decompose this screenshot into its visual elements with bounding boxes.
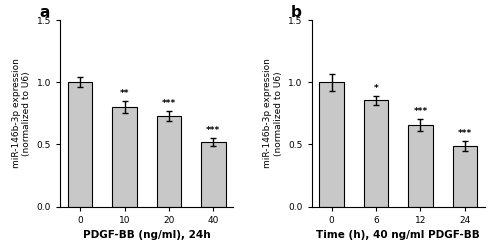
Text: *: * <box>374 84 378 93</box>
Bar <box>320 82 344 207</box>
Text: ***: *** <box>458 129 472 138</box>
Text: ***: *** <box>414 107 428 116</box>
Y-axis label: miR-146b-3p expression
(normalized to U6): miR-146b-3p expression (normalized to U6… <box>12 58 31 168</box>
Text: ***: *** <box>162 99 176 108</box>
Text: a: a <box>39 5 50 20</box>
Bar <box>364 100 388 207</box>
Bar <box>68 82 92 207</box>
Bar <box>112 107 136 207</box>
Text: b: b <box>290 5 302 20</box>
Text: ***: *** <box>206 126 220 135</box>
Bar <box>408 125 432 207</box>
Bar <box>156 116 181 207</box>
X-axis label: Time (h), 40 ng/ml PDGF-BB: Time (h), 40 ng/ml PDGF-BB <box>316 230 480 240</box>
Bar <box>201 142 226 207</box>
Text: **: ** <box>120 89 130 98</box>
X-axis label: PDGF-BB (ng/ml), 24h: PDGF-BB (ng/ml), 24h <box>83 230 210 240</box>
Bar <box>452 146 477 207</box>
Y-axis label: miR-146b-3p expression
(normalized to U6): miR-146b-3p expression (normalized to U6… <box>263 58 282 168</box>
